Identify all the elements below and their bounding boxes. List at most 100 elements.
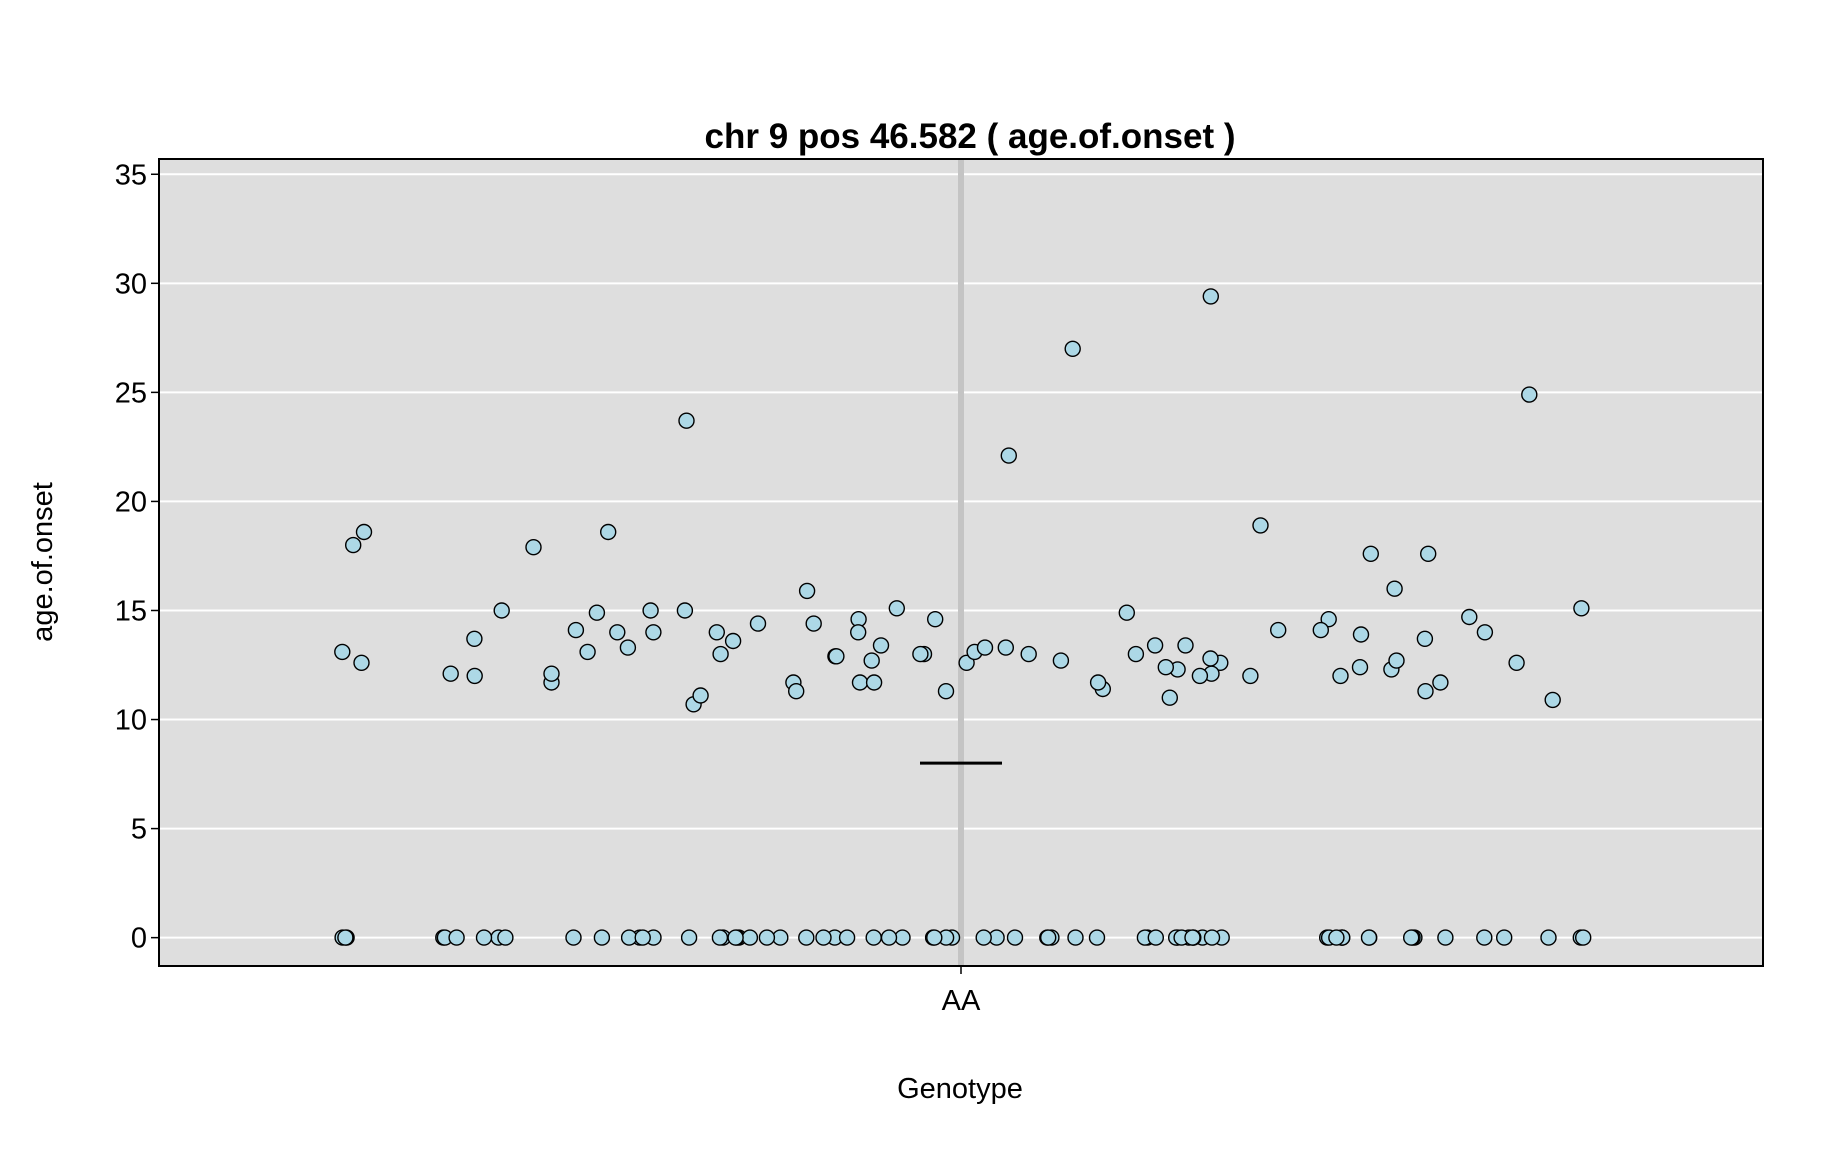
data-point [1118, 604, 1136, 621]
data-point [565, 929, 582, 946]
data-point [1521, 386, 1538, 403]
data-points [334, 288, 1592, 946]
data-point [1417, 683, 1434, 700]
data-point [543, 665, 560, 682]
data-point [851, 674, 869, 691]
data-point [1252, 517, 1269, 534]
y-tick-label: 5 [131, 814, 147, 846]
data-point [927, 611, 944, 628]
data-point [1388, 652, 1405, 669]
y-tick-label: 25 [115, 377, 147, 409]
data-point [838, 929, 856, 946]
data-point [708, 624, 725, 641]
data-point [788, 683, 805, 700]
data-point [1157, 659, 1175, 676]
y-tick-label: 15 [115, 595, 147, 627]
data-point [1242, 667, 1259, 685]
data-point [1127, 645, 1145, 663]
data-point [678, 412, 695, 429]
data-point [588, 604, 606, 621]
data-point [692, 687, 709, 704]
y-tick-label: 30 [115, 268, 147, 300]
data-point [798, 929, 815, 946]
data-point [865, 929, 882, 946]
data-point [815, 929, 832, 946]
data-point [1146, 637, 1164, 654]
data-point [1386, 580, 1403, 597]
data-point [475, 929, 493, 946]
data-point [1320, 611, 1337, 628]
data-point [579, 643, 596, 661]
data-point [1419, 545, 1437, 562]
data-point [1161, 689, 1179, 706]
data-point [1202, 288, 1220, 305]
data-point [1184, 929, 1201, 946]
data-point [493, 602, 510, 619]
data-point [912, 645, 929, 663]
data-point [1332, 667, 1349, 685]
data-point [749, 615, 767, 632]
data-point [1328, 929, 1345, 946]
data-point [676, 602, 694, 619]
data-point [1432, 674, 1449, 691]
data-point [1312, 621, 1330, 639]
data-point [680, 929, 698, 946]
data-point [872, 637, 890, 654]
data-point [620, 929, 638, 946]
data-point [1402, 929, 1420, 946]
data-point [850, 624, 867, 641]
data-point [334, 643, 351, 661]
data-point [1461, 608, 1478, 626]
data-point [442, 665, 459, 682]
data-point [727, 929, 744, 946]
data-point [1574, 929, 1592, 946]
data-point [798, 582, 816, 600]
data-point [1269, 621, 1287, 639]
data-point [600, 523, 617, 541]
data-point [976, 639, 994, 656]
x-tick-label: AA [942, 985, 981, 1017]
data-point [1088, 929, 1106, 946]
data-point [805, 615, 822, 632]
data-point [448, 929, 465, 946]
data-point [880, 929, 898, 946]
data-point [1476, 929, 1493, 946]
data-point [894, 929, 911, 946]
y-tick-label: 0 [131, 923, 147, 955]
data-point [1540, 929, 1557, 946]
data-point [1544, 691, 1561, 709]
data-point [758, 929, 776, 946]
data-point [642, 602, 659, 619]
data-point [1437, 929, 1454, 946]
data-point [741, 929, 759, 946]
data-point [1352, 626, 1370, 643]
data-point [1191, 667, 1209, 685]
data-point [1476, 624, 1494, 641]
data-point [1573, 600, 1590, 617]
data-point [1020, 645, 1037, 663]
y-tick-label: 20 [115, 486, 147, 518]
data-point [609, 624, 626, 641]
data-point [593, 929, 611, 946]
data-point [1508, 654, 1525, 671]
data-point [865, 674, 883, 691]
data-point [634, 929, 651, 946]
data-point [619, 639, 637, 656]
data-point [345, 536, 362, 554]
x-axis-ticks: AA [942, 966, 981, 1017]
data-point [828, 648, 845, 665]
data-point [975, 929, 992, 946]
data-point [337, 929, 354, 946]
data-point [711, 929, 729, 946]
data-point [1006, 929, 1024, 946]
data-point [1351, 659, 1369, 676]
data-point [355, 523, 373, 541]
data-point [525, 539, 542, 556]
data-point [937, 683, 955, 700]
data-point [958, 654, 975, 671]
chart-title: chr 9 pos 46.582 ( age.of.onset ) [705, 117, 1236, 156]
data-point [863, 652, 880, 669]
y-tick-label: 10 [115, 705, 147, 737]
